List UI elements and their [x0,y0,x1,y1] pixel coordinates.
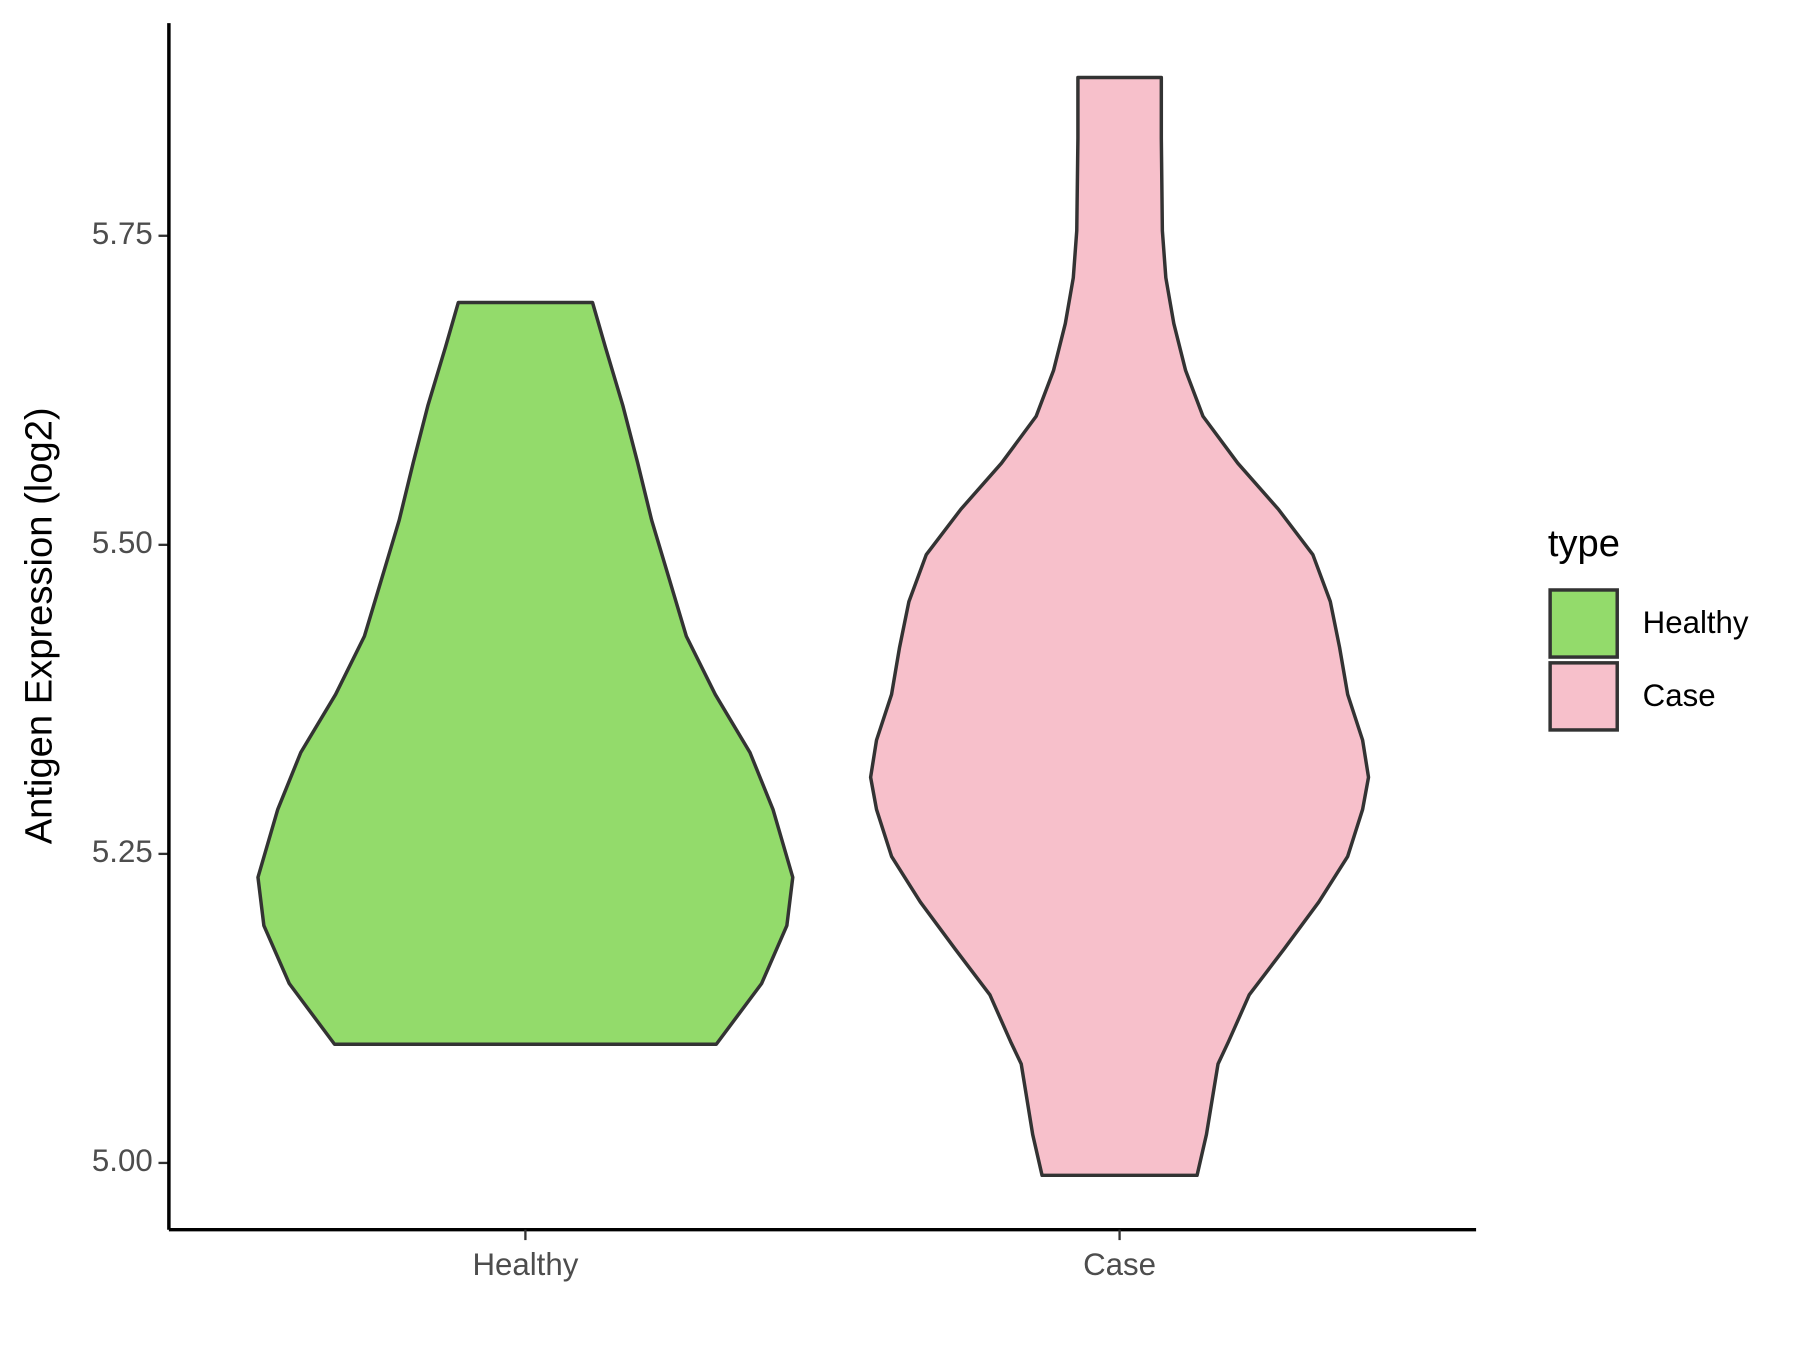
y-axis-label: Antigen Expression (log2) [18,407,61,844]
violin [256,300,795,1046]
x-tick-label: Healthy [472,1247,578,1282]
legend-swatch [1548,588,1619,659]
y-tick-label: 5.25 [92,834,153,869]
legend-swatch [1548,661,1619,732]
y-tick-label: 5.75 [92,216,153,251]
legend-title: type [1548,522,1620,565]
legend-label: Healthy [1643,605,1749,640]
y-tick-label: 5.00 [92,1143,153,1178]
y-tick-label: 5.50 [92,525,153,560]
x-tick-label: Case [1083,1247,1156,1282]
violin [868,75,1371,1178]
legend-label: Case [1643,678,1716,713]
